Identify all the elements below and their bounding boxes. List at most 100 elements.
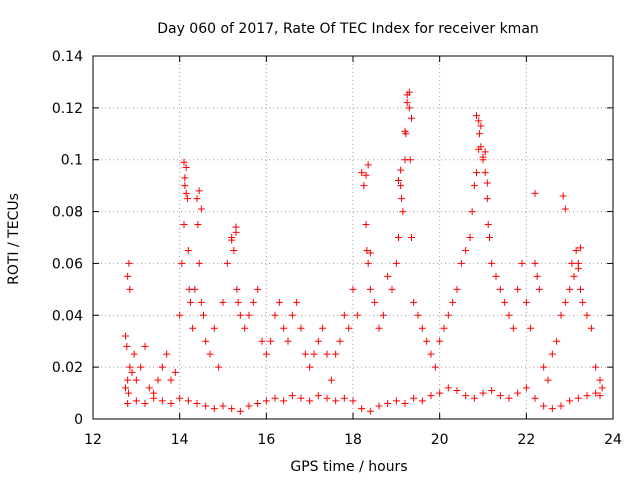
- data-point: [403, 99, 411, 107]
- data-point: [293, 298, 301, 306]
- data-point: [154, 376, 162, 384]
- data-point: [288, 311, 296, 319]
- data-point: [210, 405, 218, 413]
- data-point: [408, 114, 415, 122]
- data-point: [570, 272, 578, 280]
- data-point: [453, 386, 461, 394]
- data-point: [132, 397, 140, 405]
- data-point: [332, 397, 340, 405]
- data-point: [145, 384, 153, 392]
- data-point: [410, 298, 418, 306]
- x-axis-label: GPS time / hours: [290, 459, 407, 475]
- data-point: [410, 394, 418, 402]
- data-point: [219, 298, 227, 306]
- data-point: [527, 324, 535, 332]
- data-point: [557, 402, 565, 410]
- data-point: [548, 405, 556, 413]
- data-point: [158, 363, 166, 371]
- data-point: [125, 259, 133, 267]
- data-point: [477, 122, 485, 130]
- data-point: [548, 350, 556, 358]
- data-point: [479, 153, 487, 161]
- data-point: [141, 399, 149, 407]
- data-point: [176, 394, 184, 402]
- data-point: [194, 221, 202, 229]
- data-point: [557, 311, 565, 319]
- data-point: [364, 259, 372, 267]
- data-point: [126, 363, 134, 371]
- data-point: [475, 145, 483, 153]
- data-point: [468, 208, 476, 216]
- data-point: [228, 405, 236, 413]
- x-tick-labels: 12 14 16 18 20 22 24: [84, 432, 622, 448]
- data-point: [574, 265, 582, 273]
- y-tick-label: 0.1: [61, 153, 83, 169]
- data-point: [236, 407, 244, 415]
- data-point: [572, 246, 580, 254]
- data-point: [223, 259, 231, 267]
- data-point: [137, 363, 145, 371]
- data-point: [406, 156, 414, 164]
- data-point: [397, 182, 405, 190]
- data-point: [171, 368, 179, 376]
- data-point: [488, 386, 496, 394]
- y-tick-label: 0.12: [52, 101, 83, 117]
- data-point: [399, 208, 407, 216]
- data-point: [193, 399, 201, 407]
- data-point: [297, 394, 305, 402]
- data-point: [583, 392, 591, 400]
- data-point: [124, 399, 132, 407]
- data-point: [358, 169, 366, 177]
- data-point: [189, 324, 197, 332]
- data-point: [193, 195, 201, 203]
- data-point: [126, 285, 134, 293]
- data-point: [384, 272, 392, 280]
- y-tick-labels: 0 0.02 0.04 0.06 0.08 0.1 0.12 0.14: [52, 49, 83, 428]
- data-point: [476, 130, 484, 138]
- data-point: [405, 88, 413, 96]
- data-point: [453, 285, 461, 293]
- data-point: [418, 397, 426, 405]
- data-point: [568, 259, 576, 267]
- data-point: [470, 182, 478, 190]
- data-point: [297, 324, 305, 332]
- data-point: [167, 399, 175, 407]
- data-point: [275, 298, 283, 306]
- data-point: [280, 324, 288, 332]
- data-point: [284, 337, 292, 345]
- data-point: [587, 324, 595, 332]
- y-tick-label: 0.06: [52, 256, 83, 272]
- data-point: [479, 389, 487, 397]
- data-point: [535, 285, 543, 293]
- data-point: [379, 311, 387, 319]
- grid-lines: [93, 56, 613, 419]
- y-tick-label: 0.04: [52, 308, 83, 324]
- data-point: [470, 394, 478, 402]
- data-point: [392, 397, 400, 405]
- data-point: [122, 384, 129, 392]
- data-point: [314, 337, 322, 345]
- data-point: [362, 221, 370, 229]
- data-point: [132, 376, 140, 384]
- data-point: [598, 384, 606, 392]
- data-point: [395, 176, 402, 184]
- data-point: [124, 376, 132, 384]
- data-point: [163, 350, 171, 358]
- data-point: [592, 363, 600, 371]
- data-point: [559, 192, 567, 200]
- data-point: [202, 402, 210, 410]
- data-point: [436, 389, 444, 397]
- data-point: [401, 127, 409, 135]
- data-point: [496, 392, 504, 400]
- data-point: [176, 311, 184, 319]
- data-point: [414, 311, 422, 319]
- data-point: [167, 376, 175, 384]
- data-point: [230, 246, 238, 254]
- data-point: [184, 246, 192, 254]
- data-point: [423, 337, 431, 345]
- data-point: [531, 394, 539, 402]
- data-point: [191, 285, 199, 293]
- data-point: [184, 397, 192, 405]
- data-point: [431, 363, 439, 371]
- data-point: [178, 259, 186, 267]
